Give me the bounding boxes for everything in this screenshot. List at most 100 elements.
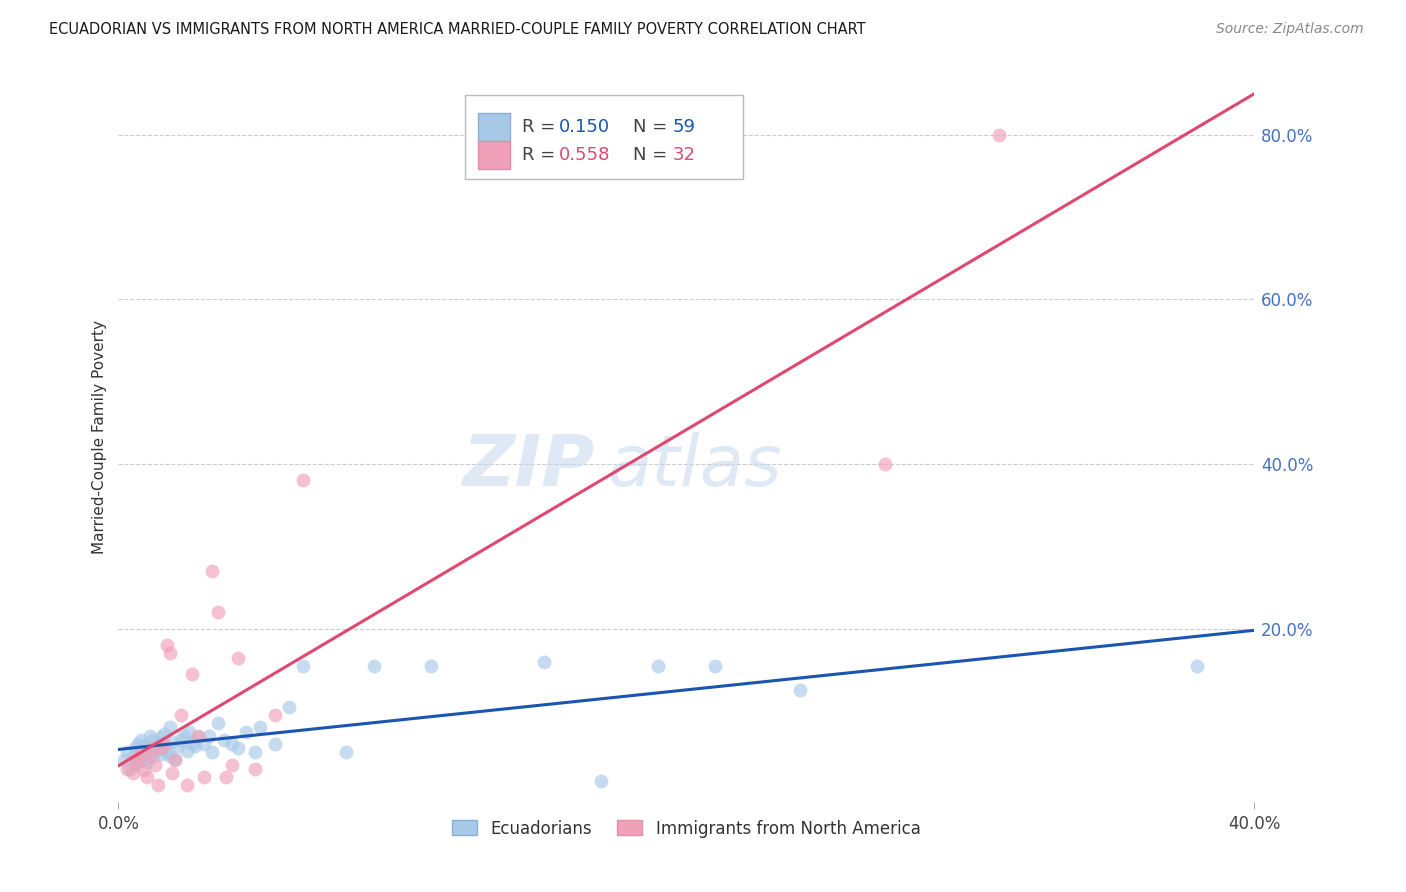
Point bbox=[263, 737, 285, 751]
Point bbox=[987, 128, 1010, 142]
Text: N =: N = bbox=[633, 146, 673, 164]
Point bbox=[193, 770, 215, 784]
Point bbox=[226, 650, 249, 665]
FancyBboxPatch shape bbox=[465, 95, 744, 178]
Point bbox=[124, 741, 146, 756]
Text: 32: 32 bbox=[672, 146, 696, 164]
Point bbox=[127, 753, 149, 767]
Text: Source: ZipAtlas.com: Source: ZipAtlas.com bbox=[1216, 22, 1364, 37]
Point bbox=[165, 753, 187, 767]
Point bbox=[124, 752, 146, 766]
Text: N =: N = bbox=[633, 118, 673, 136]
Point bbox=[235, 724, 257, 739]
Point bbox=[207, 716, 229, 731]
Point bbox=[141, 732, 163, 747]
Point bbox=[129, 745, 152, 759]
Point bbox=[249, 721, 271, 735]
Point bbox=[875, 457, 897, 471]
Point bbox=[132, 752, 155, 766]
Point bbox=[363, 658, 385, 673]
Point bbox=[184, 739, 207, 753]
Point bbox=[419, 658, 441, 673]
Bar bbox=[478, 141, 510, 169]
Point bbox=[156, 745, 179, 759]
Point bbox=[176, 743, 198, 757]
Point bbox=[148, 737, 170, 751]
Point bbox=[162, 765, 184, 780]
Point bbox=[135, 755, 157, 769]
Text: 0.150: 0.150 bbox=[560, 118, 610, 136]
Point bbox=[150, 747, 173, 761]
Text: 59: 59 bbox=[672, 118, 696, 136]
Point bbox=[153, 741, 176, 756]
Point bbox=[221, 737, 243, 751]
Point bbox=[187, 731, 209, 745]
Point bbox=[263, 708, 285, 723]
Point bbox=[176, 778, 198, 792]
Point bbox=[193, 737, 215, 751]
Point bbox=[135, 770, 157, 784]
Point bbox=[118, 762, 141, 776]
Point bbox=[153, 737, 176, 751]
Point bbox=[153, 727, 176, 741]
Point bbox=[138, 741, 160, 756]
Point bbox=[591, 774, 613, 789]
Point bbox=[159, 721, 181, 735]
Point bbox=[162, 735, 184, 749]
Legend: Ecuadorians, Immigrants from North America: Ecuadorians, Immigrants from North Ameri… bbox=[446, 813, 927, 844]
Point bbox=[181, 667, 204, 681]
Point bbox=[159, 646, 181, 660]
Point bbox=[181, 737, 204, 751]
Point bbox=[127, 755, 149, 769]
Point bbox=[132, 764, 155, 778]
Point bbox=[115, 762, 138, 776]
Point bbox=[167, 739, 190, 753]
Point bbox=[141, 749, 163, 764]
Point bbox=[129, 732, 152, 747]
Point bbox=[148, 778, 170, 792]
Point bbox=[165, 752, 187, 766]
Point bbox=[207, 605, 229, 619]
Point bbox=[243, 762, 266, 776]
Point bbox=[127, 737, 149, 751]
Point bbox=[201, 745, 224, 759]
Point bbox=[212, 732, 235, 747]
Text: ECUADORIAN VS IMMIGRANTS FROM NORTH AMERICA MARRIED-COUPLE FAMILY POVERTY CORREL: ECUADORIAN VS IMMIGRANTS FROM NORTH AMER… bbox=[49, 22, 866, 37]
Point bbox=[138, 729, 160, 743]
Point bbox=[121, 749, 143, 764]
Point bbox=[156, 638, 179, 652]
Point bbox=[215, 770, 238, 784]
Point bbox=[201, 564, 224, 578]
Point bbox=[170, 732, 193, 747]
Point bbox=[115, 745, 138, 759]
Text: R =: R = bbox=[522, 146, 561, 164]
Text: ZIP: ZIP bbox=[463, 432, 596, 501]
Point bbox=[150, 731, 173, 745]
Point bbox=[533, 655, 555, 669]
Point bbox=[277, 699, 299, 714]
Text: R =: R = bbox=[522, 118, 561, 136]
Point bbox=[198, 729, 221, 743]
Point bbox=[703, 658, 725, 673]
Point bbox=[135, 745, 157, 759]
Point bbox=[150, 741, 173, 756]
Point bbox=[112, 753, 135, 767]
Point bbox=[132, 739, 155, 753]
Point bbox=[179, 724, 201, 739]
Point bbox=[173, 729, 195, 743]
Point bbox=[243, 745, 266, 759]
Text: atlas: atlas bbox=[607, 432, 782, 501]
Point bbox=[129, 747, 152, 761]
Point bbox=[159, 749, 181, 764]
Point bbox=[221, 757, 243, 772]
Y-axis label: Married-Couple Family Poverty: Married-Couple Family Poverty bbox=[93, 320, 107, 554]
Point bbox=[121, 765, 143, 780]
Point bbox=[789, 683, 811, 698]
Point bbox=[292, 658, 315, 673]
Text: 0.558: 0.558 bbox=[560, 146, 610, 164]
Point bbox=[138, 749, 160, 764]
Point bbox=[141, 741, 163, 756]
Point bbox=[170, 708, 193, 723]
Point bbox=[187, 729, 209, 743]
Point bbox=[647, 658, 669, 673]
